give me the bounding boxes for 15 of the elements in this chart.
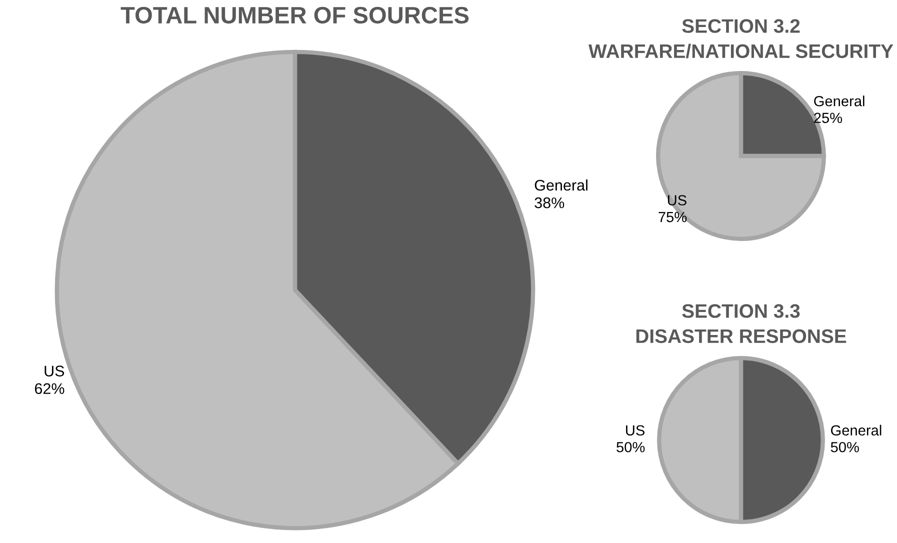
data-label: 75%	[658, 212, 687, 222]
slice-label: US	[668, 195, 686, 206]
data-label: 38%	[534, 197, 564, 208]
data-label: 62%	[34, 383, 64, 394]
data-label: 50%	[830, 442, 859, 452]
slice-label: General	[814, 96, 864, 106]
slice-label: US	[626, 425, 644, 436]
chart-title: SECTION 3.3 DISASTER RESPONSE	[636, 304, 846, 344]
slice-label: US	[44, 366, 64, 376]
data-label: 50%	[616, 442, 645, 452]
chart-title: SECTION 3.2 WARFARE/NATIONAL SECURITY	[588, 19, 894, 58]
slice-label: General	[534, 179, 588, 191]
slice-label: General	[831, 424, 882, 436]
chart-title: TOTAL NUMBER OF SOURCES	[120, 6, 469, 24]
data-label: 25%	[814, 112, 842, 124]
